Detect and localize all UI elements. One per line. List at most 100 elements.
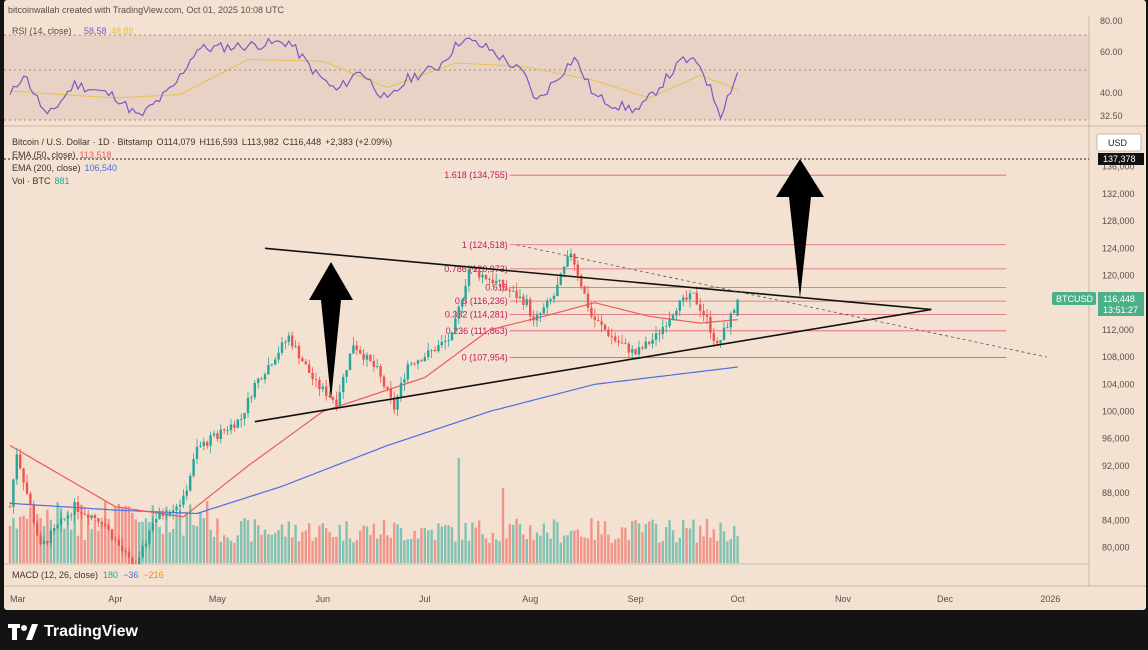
volume-bar bbox=[631, 521, 634, 563]
volume-bar bbox=[185, 511, 188, 563]
volume-bar bbox=[450, 527, 454, 563]
candle-body bbox=[617, 340, 620, 343]
candle-body bbox=[189, 475, 192, 491]
volume-bar bbox=[287, 521, 290, 563]
volume-bar bbox=[372, 523, 375, 563]
volume-bar bbox=[546, 532, 549, 563]
volume-bar bbox=[219, 541, 222, 563]
candle-body bbox=[556, 284, 559, 297]
candle-body bbox=[219, 429, 222, 440]
lower-trendline bbox=[254, 308, 932, 423]
volume-bar bbox=[457, 458, 460, 563]
volume-bar bbox=[124, 505, 127, 563]
volume-bar bbox=[719, 522, 722, 563]
volume-bar bbox=[107, 519, 110, 563]
candle-body bbox=[467, 268, 471, 286]
candle-body bbox=[131, 557, 134, 564]
candle-body bbox=[328, 395, 331, 398]
candle-body bbox=[484, 274, 488, 280]
macd-value-1: 180 bbox=[103, 570, 118, 580]
candle-body bbox=[352, 345, 355, 354]
candle-body bbox=[321, 386, 324, 390]
candle-body bbox=[87, 514, 90, 519]
volume-bar bbox=[624, 527, 627, 563]
candle-body bbox=[121, 545, 124, 551]
volume-bar bbox=[709, 537, 712, 563]
last-price-value: 116,448 bbox=[1103, 294, 1135, 304]
volume-bar bbox=[597, 520, 600, 563]
candle-body bbox=[165, 515, 168, 517]
candle-body bbox=[705, 315, 709, 317]
dotted-projection-line bbox=[516, 244, 1048, 358]
candle-body bbox=[603, 324, 607, 330]
volume-bar bbox=[539, 535, 542, 563]
candle-body bbox=[665, 326, 668, 327]
volume-bar bbox=[274, 532, 277, 563]
volume-bar bbox=[437, 523, 440, 563]
volume-bar bbox=[563, 535, 566, 563]
candle-body bbox=[688, 293, 692, 300]
volume-bar bbox=[175, 512, 178, 563]
time-tick-label: Nov bbox=[835, 594, 852, 604]
candle-body bbox=[284, 341, 287, 343]
volume-bar bbox=[131, 512, 134, 563]
candle-body bbox=[614, 336, 617, 341]
currency-button[interactable] bbox=[1096, 133, 1142, 152]
price-tick-label: 136,000 bbox=[1102, 162, 1135, 172]
rsi-tick: 32.50 bbox=[1100, 111, 1123, 121]
volume-bar bbox=[243, 518, 246, 563]
candle-body bbox=[631, 349, 634, 353]
candle-body bbox=[151, 522, 154, 531]
candle-body bbox=[66, 515, 69, 519]
volume-bar bbox=[512, 524, 515, 563]
volume-bar bbox=[250, 541, 253, 563]
tradingview-logo[interactable]: TradingView bbox=[8, 621, 138, 643]
candle-body bbox=[15, 454, 18, 480]
candle-body bbox=[712, 332, 715, 342]
fib-level-label: 0.5 (116,236) bbox=[455, 296, 508, 306]
volume-bar bbox=[695, 542, 698, 563]
candle-body bbox=[576, 264, 579, 276]
candle-body bbox=[729, 313, 732, 328]
candle-body bbox=[83, 513, 86, 515]
legend-high-label: H bbox=[199, 137, 206, 147]
volume-bar bbox=[393, 522, 396, 563]
candle-body bbox=[12, 479, 15, 507]
volume-label: Vol · BTC bbox=[12, 176, 51, 186]
ema200-legend: EMA (200, close) 106,540 bbox=[12, 163, 117, 173]
volume-bar bbox=[675, 542, 678, 563]
candle-body bbox=[325, 386, 328, 396]
candle-body bbox=[335, 399, 338, 407]
volume-bar bbox=[671, 530, 675, 563]
volume-bar bbox=[25, 518, 29, 563]
high-marker-tag bbox=[1098, 153, 1144, 165]
candle-body bbox=[301, 358, 304, 362]
volume-bar bbox=[729, 539, 732, 563]
volume-bar bbox=[212, 536, 216, 563]
candle-body bbox=[348, 353, 352, 371]
candle-body bbox=[202, 441, 205, 447]
volume-legend: Vol · BTC 881 bbox=[12, 176, 70, 186]
candle-body bbox=[331, 397, 335, 400]
candle-body bbox=[488, 279, 491, 280]
volume-bar bbox=[59, 508, 63, 563]
volume-bar bbox=[733, 526, 736, 563]
volume-bar bbox=[614, 539, 617, 563]
candle-body bbox=[223, 429, 226, 431]
volume-bar bbox=[705, 519, 709, 563]
volume-bar bbox=[209, 529, 212, 563]
candle-body bbox=[648, 341, 651, 344]
volume-bar bbox=[168, 532, 171, 563]
candle-body bbox=[620, 342, 624, 344]
volume-bar bbox=[263, 529, 267, 563]
volume-bar bbox=[338, 524, 341, 563]
candle-body bbox=[212, 433, 216, 436]
time-tick-label: Jun bbox=[316, 594, 331, 604]
volume-bar bbox=[46, 509, 49, 563]
price-tick-label: 92,000 bbox=[1102, 461, 1130, 471]
candle-body bbox=[100, 521, 103, 525]
legend-low: 113,982 bbox=[247, 137, 279, 147]
candle-body bbox=[124, 550, 127, 553]
volume-bar bbox=[433, 539, 437, 563]
volume-bar bbox=[522, 534, 525, 563]
